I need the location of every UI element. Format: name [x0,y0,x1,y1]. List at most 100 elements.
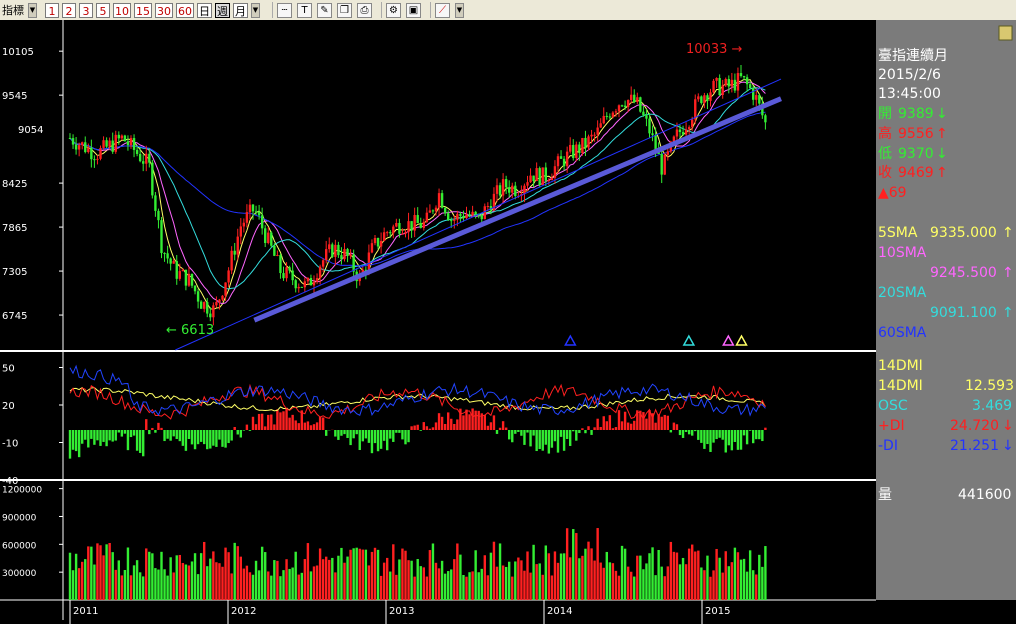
volume-bar [306,543,310,600]
candle-body [565,151,569,167]
osc-bar [196,430,200,445]
candle-body [142,161,145,164]
volume-bar [410,560,413,600]
candle-body [187,273,191,286]
osc-bar [166,430,169,439]
osc-bar [486,425,490,430]
candle-body [590,134,593,137]
indicator-dropdown-arrow[interactable]: ▼ [28,2,37,18]
osc-bar [346,430,349,438]
period-button-60[interactable]: 60 [176,2,194,18]
volume-bar [160,551,163,600]
candle-body [337,244,340,256]
high-value: 9556 [898,126,934,142]
osc-bar [569,430,572,446]
lock-icon[interactable] [998,25,1013,41]
osc-bar [120,430,124,437]
osc-bar [416,424,419,430]
osc-bar [517,430,520,432]
trend-icon[interactable]: ⟋ [435,2,450,18]
osc-bar [108,430,111,441]
volume-bar [206,566,209,600]
candle-body [370,243,374,253]
volume-bar [279,576,282,600]
volume-bar [526,551,529,600]
volume-bar [184,564,188,600]
volume-bar [367,565,371,600]
candle-body [755,95,758,100]
period-button-day[interactable]: 日 [197,2,212,18]
save-icon[interactable]: ▣ [406,2,421,18]
period-button-5[interactable]: 5 [96,2,110,18]
osc-bar [764,427,767,430]
osc-bar [456,419,459,430]
volume-bar [715,548,718,600]
osc-bar [614,427,618,430]
candle-body [700,96,703,104]
osc-bar [559,430,563,437]
osc-bar [727,430,730,446]
period-button-2[interactable]: 2 [62,2,76,18]
osc-bar [694,430,697,432]
print-icon[interactable]: ⎙ [357,2,372,18]
volume-bar [77,568,81,600]
candle-body [321,260,325,267]
period-button-3[interactable]: 3 [79,2,93,18]
mdi-line [69,364,766,417]
volume-bar [337,555,340,600]
osc-bar [148,430,151,435]
period-button-15[interactable]: 15 [134,2,152,18]
dashed-line-icon[interactable]: ┄ [277,2,292,18]
osc-bar [529,430,532,447]
osc-bar [276,409,279,430]
settings-icon[interactable]: ⚙ [386,2,401,18]
candle-body [504,179,508,188]
candle-body [257,211,261,216]
period-button-week[interactable]: 週 [215,2,230,18]
osc-bar [697,430,700,440]
volume-bar [386,557,389,600]
candle-body [392,226,395,234]
candle-body [315,278,319,282]
osc-bar [260,413,264,430]
volume-bar [321,559,325,600]
candle-body [309,278,313,286]
osc-bar [102,430,105,442]
pencil-icon[interactable]: ✎ [317,2,332,18]
info-panel: 臺指連續月 2015/2/6 13:45:00 開 9389 ↓ 高 9556 … [876,20,1016,600]
tools-dropdown-arrow[interactable]: ▼ [455,2,464,18]
osc-bar [642,412,645,430]
volume-bar [407,560,410,600]
candle-body [135,149,139,154]
copy-icon[interactable]: ❐ [337,2,352,18]
period-button-month[interactable]: 月 [233,2,248,18]
osc-bar [145,419,148,430]
candle-body [300,286,303,288]
volume-bar [544,545,547,600]
volume-bar [590,548,593,600]
x-tick-label: 2012 [231,606,256,617]
volume-bar [434,562,438,600]
candle-body [456,213,459,220]
text-tool-icon[interactable]: T [297,2,312,18]
candle-body [465,214,468,219]
period-button-30[interactable]: 30 [155,2,173,18]
sma60-label: 60SMA [878,325,927,341]
osc-bar [514,430,517,434]
osc-bar [462,415,465,430]
sma20-value: 9091.100 [930,305,997,321]
osc-bar [212,430,215,446]
indicator-menu[interactable]: 指標 [2,4,24,17]
period-button-10[interactable]: 10 [113,2,131,18]
candle-body [77,145,81,150]
candle-body [251,204,255,212]
osc-bar [492,415,496,430]
volume-bar [199,553,203,600]
volume-bar [212,551,215,600]
period-button-1[interactable]: 1 [45,2,59,18]
osc-bar [203,430,206,445]
price-tick-label: 7865 [2,223,27,234]
osc-bar [709,430,712,452]
candle-body [480,214,483,220]
period-dropdown-arrow[interactable]: ▼ [251,2,260,18]
